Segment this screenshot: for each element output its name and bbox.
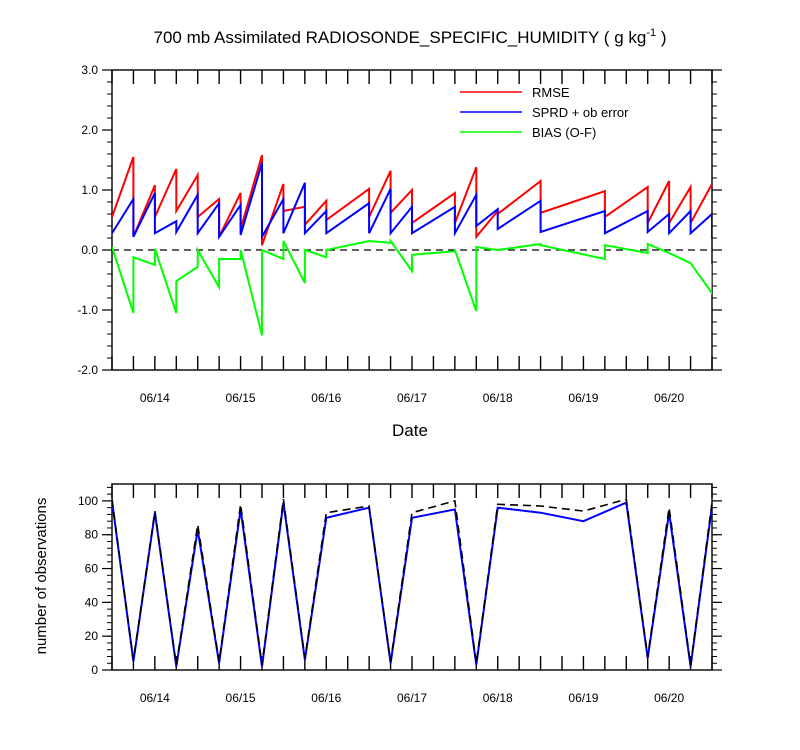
series-line-sprd-ob-error: [112, 162, 712, 241]
x-tick-label: 06/15: [226, 391, 256, 405]
x-tick-label: 06/17: [397, 391, 427, 405]
y-tick-label: 0: [91, 663, 98, 677]
series-line-assimilated: [112, 500, 712, 667]
top-panel: -2.0 -1.0 0.0 1.0 2.0 3.0 06/14 06/15 06/16 06/17…: [77, 63, 722, 405]
x-tick-label: 06/19: [568, 391, 598, 405]
legend-label: RMSE: [532, 85, 570, 100]
chart-title: 700 mb Assimilated RADIOSONDE_SPECIFIC_H…: [154, 27, 667, 47]
y-tick-label: 100: [78, 494, 98, 508]
bottom-panel: 0 20 40 60 80 100 06/14 06/15 06/16 06/17 06/18 06/…: [78, 483, 722, 705]
x-tick-label: 06/15: [226, 691, 256, 705]
y-tick-label: 1.0: [81, 183, 98, 197]
plot-frame: [111, 483, 713, 671]
y-tick-label: -2.0: [77, 363, 98, 377]
y-tick-label: 80: [85, 528, 99, 542]
series-line-total: [112, 498, 712, 666]
series-line-bias-o-f-: [112, 237, 712, 336]
legend-label: SPRD + ob error: [532, 105, 629, 120]
y-tick-label: 20: [85, 629, 99, 643]
y-tick-label: 40: [85, 595, 99, 609]
y-tick-label: 2.0: [81, 123, 98, 137]
x-tick-label: 06/17: [397, 691, 427, 705]
y-tick-label: 60: [85, 562, 99, 576]
x-tick-label: 06/19: [568, 691, 598, 705]
y-tick-label: -1.0: [77, 303, 98, 317]
y-axis-label-observations: number of observations: [33, 498, 50, 655]
y-tick-label: 0.0: [81, 243, 98, 257]
x-tick-label: 06/20: [654, 391, 684, 405]
y-tick-label: 3.0: [81, 63, 98, 77]
legend-label: BIAS (O-F): [532, 125, 596, 140]
x-tick-label: 06/16: [311, 391, 341, 405]
x-tick-label: 06/18: [483, 391, 513, 405]
x-tick-label: 06/20: [654, 691, 684, 705]
x-axis-label: Date: [392, 421, 428, 440]
x-tick-label: 06/14: [140, 691, 170, 705]
x-tick-label: 06/14: [140, 391, 170, 405]
x-tick-label: 06/16: [311, 691, 341, 705]
x-tick-label: 06/18: [483, 691, 513, 705]
legend: RMSE SPRD + ob error BIAS (O-F): [460, 85, 629, 140]
